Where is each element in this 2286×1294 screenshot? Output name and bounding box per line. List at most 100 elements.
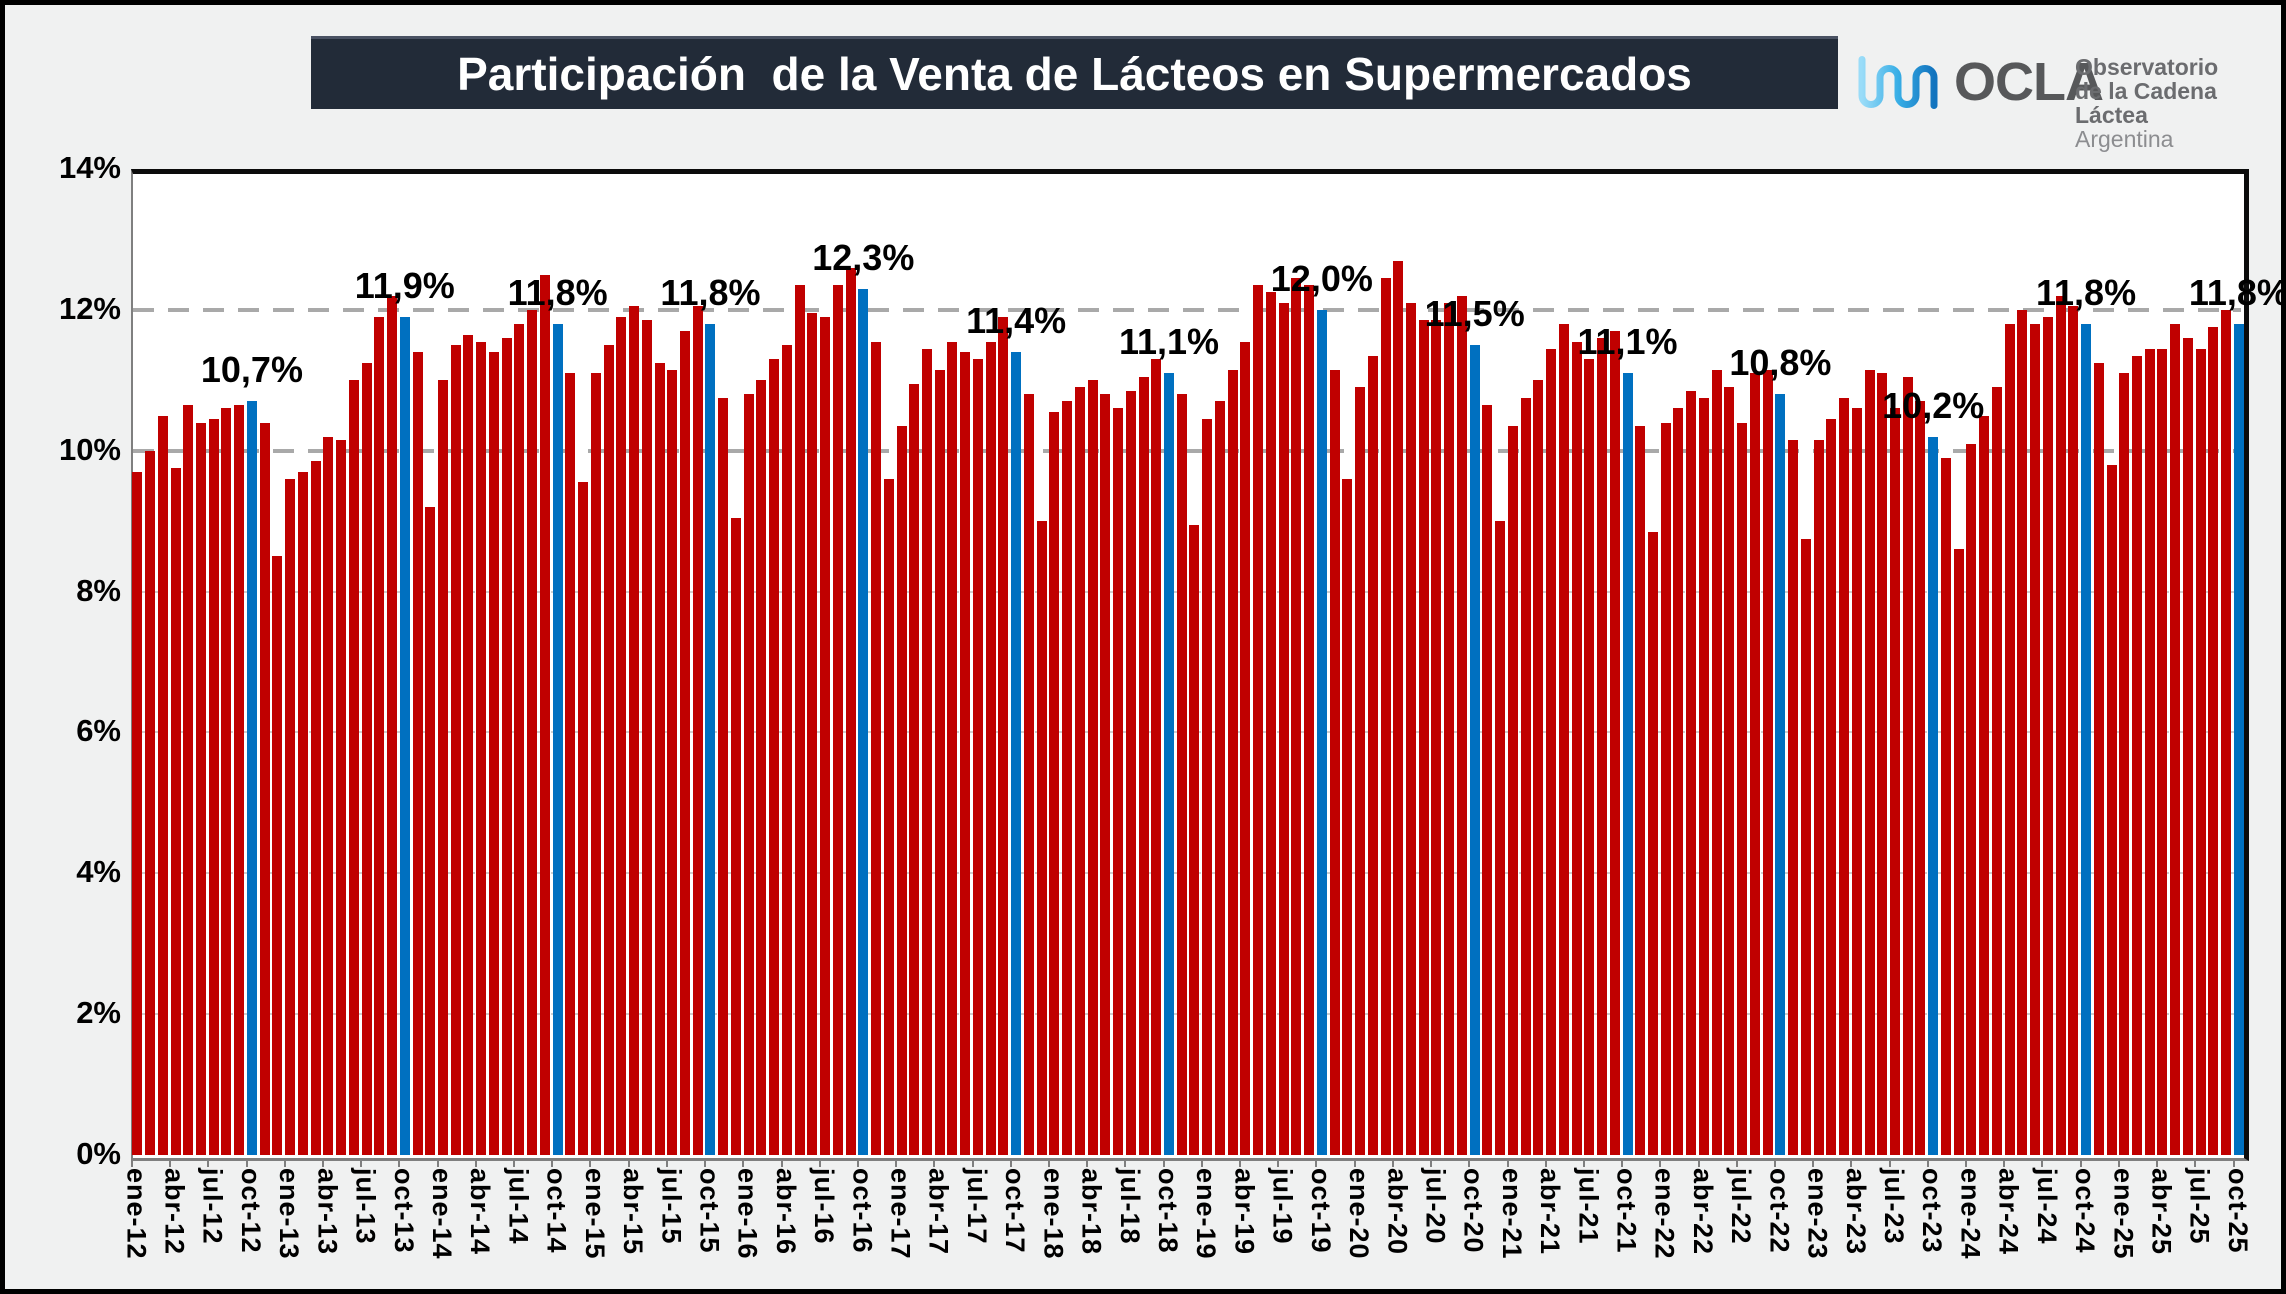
x-tick-mark-32: [1353, 1158, 1356, 1167]
x-tick-label-jul-19: jul-19: [1267, 1168, 1298, 1245]
bar-dic-18: [1189, 524, 1200, 1155]
bar-oct-25: [2233, 323, 2244, 1155]
x-tick-mark-29: [1239, 1158, 1242, 1167]
bar-oct-14: [552, 323, 563, 1155]
bar-may-16: [794, 285, 805, 1155]
x-tick-mark-38: [1582, 1158, 1585, 1167]
x-tick-label-ene-14: ene-14: [426, 1168, 457, 1260]
bar-dic-13: [425, 507, 436, 1155]
y-tick-label-2pct: 2%: [76, 995, 121, 1031]
x-tick-mark-0: [130, 1158, 133, 1167]
data-label-oct-18: 11,1%: [1118, 321, 1220, 363]
data-label-oct-24: 11,8%: [2036, 271, 2137, 313]
x-tick-mark-30: [1277, 1158, 1280, 1167]
x-tick-mark-50: [2041, 1158, 2044, 1167]
x-tick-mark-20: [895, 1158, 898, 1167]
x-tick-label-abr-19: abr-19: [1229, 1168, 1260, 1256]
x-tick-mark-13: [627, 1158, 630, 1167]
x-tick-label-abr-18: abr-18: [1076, 1168, 1107, 1256]
x-tick-label-ene-13: ene-13: [274, 1168, 305, 1260]
x-tick-mark-16: [742, 1158, 745, 1167]
bar-ago-17: [985, 341, 996, 1155]
gridline-12pct: [133, 307, 2241, 312]
bar-nov-21: [1635, 426, 1646, 1155]
bar-feb-21: [1520, 397, 1531, 1155]
x-tick-label-oct-24: oct-24: [2070, 1168, 2101, 1254]
data-label-oct-13: 11,9%: [354, 264, 455, 306]
bar-dic-22: [1800, 538, 1811, 1155]
bar-may-22: [1711, 369, 1722, 1155]
title-bar: Participación de la Venta de Lácteos en …: [311, 36, 1838, 109]
bar-abr-25: [2157, 348, 2168, 1155]
x-tick-label-ene-15: ene-15: [579, 1168, 610, 1260]
bar-jul-23: [1890, 408, 1900, 1155]
bar-mar-23: [1839, 397, 1850, 1155]
bar-may-15: [641, 320, 652, 1155]
bar-may-20: [1406, 302, 1416, 1155]
bar-dic-24: [2106, 464, 2117, 1155]
bar-may-19: [1253, 285, 1264, 1155]
data-label-oct-17: 11,4%: [966, 300, 1067, 342]
bar-may-25: [2170, 323, 2181, 1155]
bar-ago-13: [374, 316, 385, 1155]
bar-ago-19: [1291, 278, 1302, 1155]
bar-feb-20: [1367, 355, 1378, 1155]
data-label-oct-21: 11,1%: [1577, 321, 1678, 363]
bar-jun-14: [501, 338, 512, 1155]
bar-jun-24: [2030, 323, 2041, 1155]
x-tick-label-abr-16: abr-16: [770, 1168, 801, 1256]
bar-dic-21: [1648, 531, 1658, 1155]
bar-nov-12: [259, 422, 270, 1155]
x-tick-mark-9: [474, 1158, 477, 1167]
x-tick-label-abr-22: abr-22: [1687, 1168, 1718, 1256]
bar-jun-22: [1724, 387, 1735, 1155]
bar-oct-15: [705, 323, 716, 1155]
bar-oct-12: [246, 401, 257, 1155]
bar-feb-22: [1673, 408, 1684, 1155]
x-tick-mark-33: [1391, 1158, 1394, 1167]
bar-ene-15: [590, 373, 601, 1155]
x-tick-label-jul-21: jul-21: [1573, 1168, 1604, 1245]
x-tick-label-ene-25: ene-25: [2108, 1168, 2139, 1260]
data-label-oct-15: 11,8%: [660, 271, 761, 313]
bar-nov-19: [1329, 369, 1340, 1155]
x-tick-mark-34: [1430, 1158, 1433, 1167]
x-tick-mark-19: [856, 1158, 859, 1167]
bar-dic-23: [1953, 549, 1964, 1155]
bar-ene-20: [1355, 387, 1366, 1155]
x-tick-label-oct-22: oct-22: [1764, 1168, 1795, 1254]
bar-may-23: [1864, 369, 1875, 1155]
x-tick-label-oct-16: oct-16: [847, 1168, 878, 1254]
bar-jun-15: [654, 362, 665, 1155]
bar-may-12: [183, 404, 194, 1155]
x-tick-label-oct-23: oct-23: [1917, 1168, 1948, 1254]
bar-ago-14: [527, 309, 538, 1155]
x-tick-label-abr-15: abr-15: [618, 1168, 649, 1256]
bar-feb-18: [1062, 401, 1073, 1155]
bar-feb-13: [297, 471, 308, 1155]
bar-jul-12: [208, 419, 219, 1155]
x-tick-label-oct-18: oct-18: [1152, 1168, 1183, 1254]
bar-sep-12: [234, 404, 245, 1155]
bar-nov-17: [1023, 394, 1034, 1155]
bar-may-21: [1558, 323, 1569, 1155]
bar-ago-22: [1749, 373, 1760, 1155]
bar-oct-19: [1316, 309, 1327, 1155]
bar-oct-24: [2081, 323, 2092, 1155]
bar-jul-20: [1431, 320, 1442, 1155]
bar-ene-16: [743, 394, 754, 1155]
chart-title: Participación de la Venta de Lácteos en …: [457, 48, 1692, 100]
x-tick-mark-8: [436, 1158, 439, 1167]
y-tick-label-14pct: 14%: [58, 150, 121, 185]
x-tick-label-oct-14: oct-14: [541, 1168, 572, 1254]
bar-jun-17: [960, 352, 971, 1155]
x-tick-mark-37: [1544, 1158, 1547, 1167]
logo-subtext: Observatorio de la Cadena Láctea Argenti…: [2075, 55, 2281, 151]
bar-ago-24: [2055, 295, 2066, 1155]
x-tick-label-jul-22: jul-22: [1726, 1168, 1757, 1245]
bar-ene-13: [285, 478, 296, 1155]
logo-subtext-line2: de la Cadena Láctea: [2075, 78, 2217, 128]
x-tick-label-ene-22: ene-22: [1649, 1168, 1680, 1260]
bar-abr-14: [476, 341, 487, 1155]
x-tick-mark-25: [1086, 1158, 1089, 1167]
